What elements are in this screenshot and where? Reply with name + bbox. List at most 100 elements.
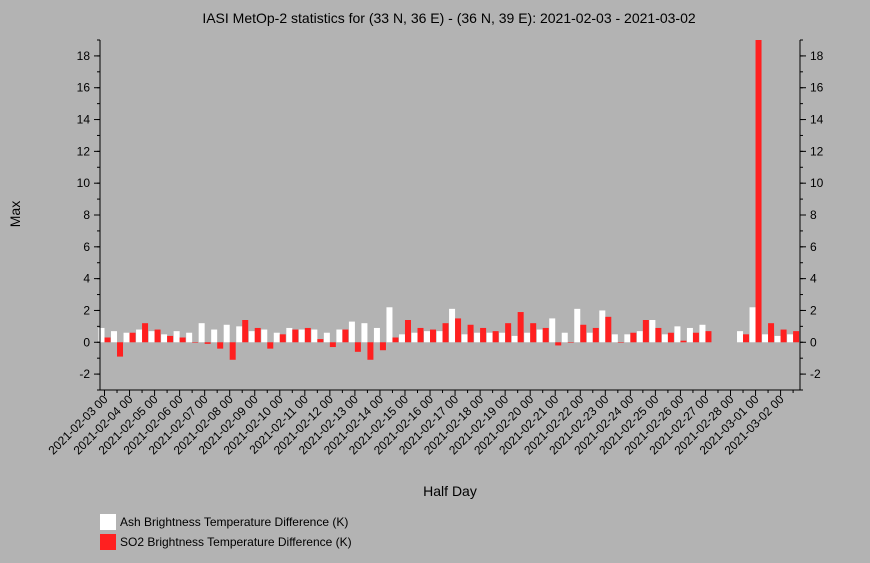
so2-bar-19 [342,329,349,343]
so2-bar-35 [542,327,549,343]
so2-bar-6 [179,337,186,343]
so2-bar-27 [442,323,449,343]
y-tick-label-left: 0 [83,335,90,349]
ash-bar-8 [198,323,205,343]
ash-bar-16 [298,329,305,343]
so2-bar-15 [292,329,299,343]
y-tick-label-right: 14 [810,113,824,127]
so2-bar-36 [555,342,562,346]
so2-bar-0 [104,337,111,343]
y-tick-label-left: 4 [83,272,90,286]
bars-group [98,40,800,360]
ash-bar-11 [236,326,243,343]
ash-bar-42 [624,334,631,343]
ash-bar-7 [186,332,193,343]
ash-bar-3 [136,329,143,343]
legend-item-so2: SO2 Brightness Temperature Difference (K… [100,532,352,552]
ash-bar-32 [499,332,506,343]
legend-label-so2: SO2 Brightness Temperature Difference (K… [120,535,352,549]
ash-bar-19 [336,329,343,343]
so2-bar-54 [780,329,787,343]
y-tick-label-right: 12 [810,144,824,158]
ash-bar-40 [599,310,606,343]
y-tick-label-right: 0 [810,335,817,349]
ash-bar-10 [223,324,230,343]
so2-bar-28 [455,318,462,343]
ash-bar-52 [749,307,756,343]
y-tick-label-left: 14 [77,113,91,127]
so2-bar-17 [317,339,324,343]
ash-bar-17 [311,329,318,343]
chart-title: IASI MetOp-2 statistics for (33 N, 36 E)… [202,10,696,26]
y-tick-label-left: 16 [77,81,91,95]
ash-bar-24 [398,334,405,343]
so2-bar-9 [217,342,224,349]
ash-bar-28 [449,308,456,343]
so2-bar-29 [467,324,474,343]
so2-bar-48 [705,331,712,343]
ash-bar-2 [123,332,130,343]
so2-bar-55 [793,331,800,343]
ash-bar-0 [98,327,105,343]
so2-bar-31 [492,331,499,343]
so2-bar-26 [430,329,437,343]
legend-swatch-so2 [100,534,116,550]
y-tick-label-left: 2 [83,303,90,317]
ash-bar-51 [737,331,744,343]
ash-bar-22 [373,327,380,343]
y-tick-label-left: 18 [77,49,91,63]
so2-bar-18 [329,342,336,348]
so2-bar-51 [743,334,750,343]
so2-bar-47 [692,332,699,343]
ash-bar-12 [248,331,255,343]
ash-bar-55 [787,334,794,343]
so2-bar-4 [154,329,161,343]
so2-bar-10 [229,342,236,360]
ash-bar-37 [561,332,568,343]
so2-bar-14 [279,334,286,343]
legend: Ash Brightness Temperature Difference (K… [100,512,352,552]
ash-bar-1 [111,331,118,343]
ash-bar-15 [286,327,293,343]
so2-bar-41 [617,342,624,343]
y-tick-label-right: 2 [810,303,817,317]
ash-bar-46 [674,326,681,343]
so2-bar-52 [755,40,762,343]
so2-bar-24 [404,320,411,343]
y-tick-label-left: 6 [83,240,90,254]
y-axis-label: Max [7,201,23,227]
ash-bar-35 [536,329,543,343]
legend-label-ash: Ash Brightness Temperature Difference (K… [120,515,349,529]
ash-bar-47 [686,327,693,343]
ash-bar-43 [636,331,643,343]
so2-bar-7 [192,342,199,343]
so2-bar-33 [517,312,524,343]
so2-bar-12 [254,327,261,343]
so2-bar-25 [417,327,424,343]
so2-bar-5 [167,335,174,343]
so2-bar-42 [630,332,637,343]
ash-bar-21 [361,323,368,343]
ash-bar-29 [461,334,468,343]
so2-bar-13 [267,342,274,349]
ash-bar-27 [436,331,443,343]
ash-bar-41 [611,334,618,343]
so2-bar-21 [367,342,374,360]
so2-bar-8 [204,342,211,344]
ash-bar-23 [386,307,393,343]
ash-bar-18 [323,332,330,343]
ash-bar-33 [511,335,518,343]
x-axis-label: Half Day [423,483,477,499]
ash-bar-39 [586,332,593,343]
so2-bar-2 [129,332,136,343]
ash-bar-14 [273,332,280,343]
so2-bar-11 [242,320,249,343]
ash-bar-31 [486,332,493,343]
so2-bar-38 [580,324,587,343]
ash-bar-6 [173,331,180,343]
y-tick-label-right: 18 [810,49,824,63]
ash-bar-34 [524,332,531,343]
so2-bar-37 [567,342,574,343]
